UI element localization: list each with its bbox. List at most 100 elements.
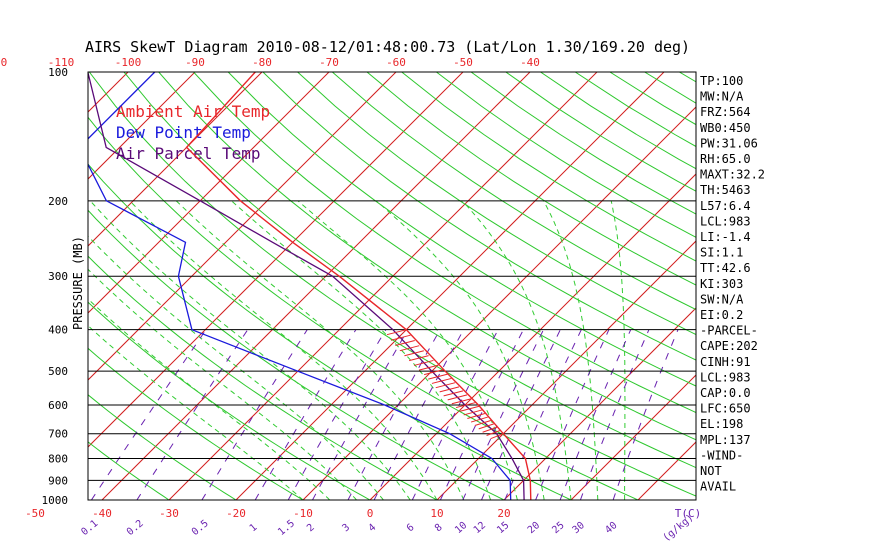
cape-hatch <box>435 382 456 389</box>
mixing-ratio-label: 0.5 <box>190 518 211 538</box>
mixing-ratio-line <box>347 329 441 500</box>
index-entry: -WIND- <box>700 448 743 462</box>
moist-adiabat-line <box>88 325 304 500</box>
index-entry: MW:N/A <box>700 90 744 104</box>
moist-adiabat-line <box>88 268 357 500</box>
pressure-tick-label: 300 <box>48 270 68 283</box>
cape-hatch <box>418 364 439 371</box>
top-temperature-tick: -100 <box>115 56 142 69</box>
index-entry: SW:N/A <box>700 292 744 306</box>
cape-hatch <box>439 386 460 393</box>
dry-adiabat-line <box>297 72 696 336</box>
legend-entry: Ambient Air Temp <box>116 102 270 121</box>
pressure-tick-label: 100 <box>48 66 68 79</box>
pressure-tick-label: 700 <box>48 428 68 441</box>
pressure-tick-label: 900 <box>48 474 68 487</box>
legend-entry: Dew Point Temp <box>116 123 251 142</box>
index-entry: KI:303 <box>700 277 743 291</box>
mixing-ratio-label: 12 <box>472 520 488 536</box>
pressure-ticks: 100 200 300 400 500 600 700 800 900 1000 <box>42 66 69 507</box>
top-temperature-tick: -50 <box>453 56 473 69</box>
plot-frame <box>87 71 697 501</box>
dry-adiabat-line <box>88 441 170 500</box>
pressure-tick-label: 200 <box>48 195 68 208</box>
mixing-ratio-label: 25 <box>550 520 566 536</box>
dry-adiabat-line <box>88 394 237 500</box>
moist-adiabat-line <box>231 200 492 500</box>
top-temperature-ticks: -120 -110 -100 -90 -80 -70 -60 -50 -40 <box>0 56 540 69</box>
top-temperature-tick: -60 <box>386 56 406 69</box>
dry-adiabat-line <box>331 72 696 311</box>
pressure-tick-label: 500 <box>48 365 68 378</box>
index-entry: CAPE:202 <box>700 339 758 353</box>
cape-hatch <box>490 433 504 440</box>
index-entry: NOT <box>700 464 722 478</box>
mixing-ratio-label: 3 <box>341 522 353 534</box>
mixing-ratio-label: 4 <box>367 522 379 534</box>
index-entry: TP:100 <box>700 74 743 88</box>
ambient-temperature-line <box>185 72 532 500</box>
mixing-ratio-label: 10 <box>453 520 469 536</box>
pressure-tick-label: 800 <box>48 453 68 466</box>
cape-hatch <box>395 340 415 346</box>
dry-adiabat-line <box>88 116 639 500</box>
bottom-temperature-ticks: -50 -40 -30 -20 -10 0 10 20 T(C) <box>25 507 701 520</box>
cape-hatch <box>482 426 498 433</box>
cape-hatch <box>404 350 424 357</box>
isotherm-line <box>235 72 665 500</box>
mixing-ratio-label: 40 <box>603 520 619 536</box>
dry-adiabat-line <box>193 72 696 414</box>
dry-adiabat-line <box>262 72 696 361</box>
cape-hatch <box>399 345 420 352</box>
cape-hatch <box>390 334 411 341</box>
isotherm-line <box>88 72 330 314</box>
index-entry: TT:42.6 <box>700 261 751 275</box>
dry-adiabat-line <box>88 255 438 500</box>
cape-hatch <box>463 409 483 416</box>
cape-hatch <box>413 359 434 366</box>
index-entry: L57:6.4 <box>700 199 751 213</box>
cape-hatch <box>451 398 472 405</box>
top-temperature-tick: -90 <box>185 56 205 69</box>
mixing-ratio-label: 1 <box>248 522 260 534</box>
moist-adiabat-line <box>461 200 572 500</box>
dry-adiabat-line <box>88 209 505 500</box>
bottom-temperature-tick: -50 <box>25 507 45 520</box>
mixing-ratio-line <box>504 329 582 500</box>
mixing-ratio-line <box>579 329 650 500</box>
index-entry: SI:1.1 <box>700 246 743 260</box>
index-entry: WB0:450 <box>700 121 751 135</box>
cape-hatch <box>409 355 429 362</box>
cape-hatch <box>474 420 491 426</box>
mixing-ratio-line <box>287 329 387 500</box>
dry-adiabat-line <box>88 347 304 500</box>
cape-hatch <box>478 423 494 430</box>
parcel-temperature-line <box>88 72 525 500</box>
dry-adiabat-line <box>401 72 696 262</box>
bottom-temperature-tick: 20 <box>497 507 510 520</box>
index-entry: EI:0.2 <box>700 308 743 322</box>
mixing-ratio-label: 20 <box>526 520 542 536</box>
pressure-tick-label: 400 <box>48 324 68 337</box>
bottom-temperature-tick: -10 <box>293 507 313 520</box>
pressure-tick-label: 600 <box>48 399 68 412</box>
cape-hatch <box>447 394 468 401</box>
cape-hatch <box>423 369 444 376</box>
cape-hatch <box>386 329 407 336</box>
index-entry: FRZ:564 <box>700 105 751 119</box>
sounding-profiles <box>88 72 532 500</box>
index-entry: LCL:983 <box>700 370 751 384</box>
mixing-ratio-line <box>90 329 207 500</box>
index-entry: TH:5463 <box>700 183 751 197</box>
mixing-ratio-label: 30 <box>571 520 587 536</box>
chart-title: AIRS SkewT Diagram 2010-08-12/01:48:00.7… <box>85 38 690 56</box>
top-temperature-tick: -80 <box>252 56 272 69</box>
cape-hatch <box>486 430 501 436</box>
dry-adiabat-line <box>749 72 870 500</box>
isotherm-line <box>503 307 696 500</box>
dry-adiabat-line <box>366 72 696 286</box>
mixing-ratio-line <box>612 329 679 500</box>
dewpoint-temperature-line <box>88 72 512 500</box>
pressure-tick-label: 1000 <box>42 494 69 507</box>
